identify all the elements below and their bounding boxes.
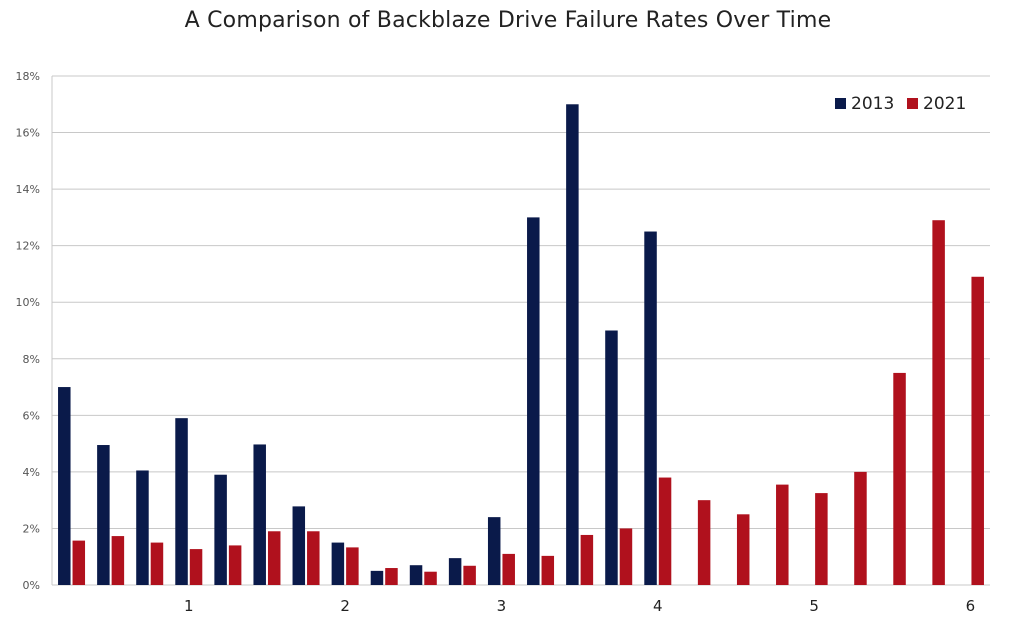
y-tick-label: 6% <box>23 409 40 422</box>
bar-2021-21 <box>854 471 867 585</box>
y-tick-label: 16% <box>16 127 40 140</box>
bar-2021-22 <box>893 372 906 585</box>
x-tick-label: 6 <box>966 597 976 615</box>
legend-label-2013: 2013 <box>851 94 894 114</box>
bar-2013-5 <box>214 474 227 585</box>
bar-2013-3 <box>136 470 149 585</box>
bar-2021-18 <box>736 514 750 585</box>
bar-2013-4 <box>175 418 188 585</box>
bar-2021-7 <box>307 531 320 585</box>
bar-2013-15 <box>605 330 618 585</box>
y-tick-label: 12% <box>16 240 40 253</box>
legend-swatch-2013 <box>835 98 846 109</box>
bar-2021-20 <box>815 493 828 585</box>
y-tick-label: 10% <box>16 296 40 309</box>
y-tick-label: 4% <box>23 466 40 479</box>
bar-2021-14 <box>580 534 594 585</box>
legend: 2013 2021 <box>835 94 966 114</box>
bars-layer <box>58 104 984 586</box>
bar-2021-2 <box>111 536 125 585</box>
bar-2013-14 <box>566 104 579 586</box>
bar-2013-2 <box>97 445 110 585</box>
bar-2013-9 <box>370 570 384 585</box>
bar-2021-17 <box>697 500 711 585</box>
bar-2021-1 <box>72 540 86 585</box>
bar-2021-16 <box>658 477 672 585</box>
bar-2013-6 <box>253 444 266 585</box>
x-tick-label: 4 <box>653 597 663 615</box>
y-tick-label: 14% <box>16 183 40 196</box>
bar-2013-7 <box>292 506 306 585</box>
bar-2021-19 <box>776 484 789 585</box>
bar-2013-11 <box>448 558 462 585</box>
legend-swatch-2021 <box>907 98 918 109</box>
x-tick-label: 1 <box>184 597 194 615</box>
x-tick-label: 3 <box>497 597 507 615</box>
x-tick-label: 5 <box>809 597 819 615</box>
y-tick-label: 8% <box>23 353 40 366</box>
x-tick-label: 2 <box>340 597 350 615</box>
bar-2021-23 <box>932 220 945 585</box>
y-tick-label: 2% <box>23 522 40 535</box>
bar-2013-13 <box>527 217 540 585</box>
bar-2013-1 <box>58 387 71 585</box>
bar-2021-12 <box>502 553 515 585</box>
bar-2021-9 <box>385 568 398 585</box>
bar-2021-13 <box>541 555 555 585</box>
y-tick-label: 0% <box>23 579 40 592</box>
y-axis-ticks: 0% 2% 4% 6% 8% 10% 12% 14% 16% 18% <box>16 70 40 592</box>
bar-2013-12 <box>487 517 501 585</box>
bar-2021-4 <box>189 549 203 585</box>
bar-2013-16 <box>644 231 657 585</box>
bar-2021-3 <box>150 542 164 585</box>
bar-2021-10 <box>424 571 437 585</box>
bar-2021-5 <box>228 545 242 585</box>
chart-title: A Comparison of Backblaze Drive Failure … <box>184 8 832 33</box>
bar-2021-8 <box>346 547 359 585</box>
grid-layer <box>51 75 990 586</box>
legend-label-2021: 2021 <box>923 94 966 114</box>
x-axis-ticks: 1 2 3 4 5 6 <box>184 597 975 615</box>
bar-2021-24 <box>971 276 984 585</box>
y-tick-label: 18% <box>16 70 40 83</box>
bar-2021-15 <box>619 528 633 585</box>
bar-2021-11 <box>463 565 476 585</box>
bar-2013-10 <box>409 565 423 585</box>
bar-2021-6 <box>267 531 281 585</box>
bar-2013-8 <box>331 542 345 585</box>
